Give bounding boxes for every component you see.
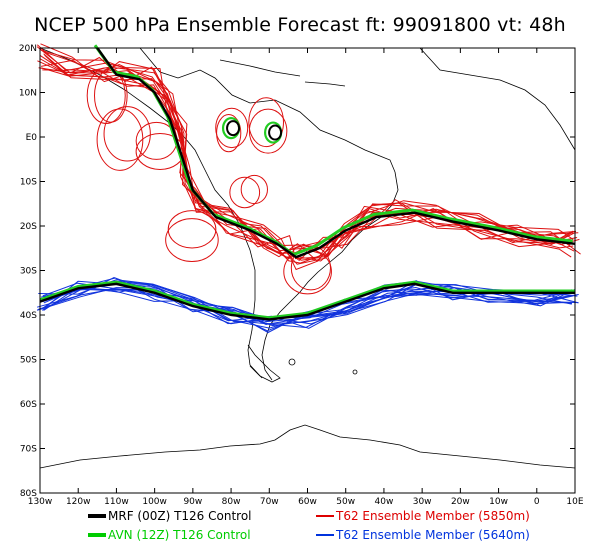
lat-tick-label: 80S [20,489,37,499]
control-contours [39,44,576,321]
lat-tick-label: 50S [20,356,37,366]
mrf-control-5850 [96,47,576,259]
lat-tick-label: 20S [20,222,37,232]
coast-hispaniola [304,81,346,87]
lat-tick-label: 20N [19,44,37,54]
mrf-control-5640 [39,282,575,321]
lon-tick-label: 30w [413,497,432,507]
ensemble-5850-member [37,60,574,261]
ensemble-5850-cutoff [290,245,331,291]
ensemble-5850-cutoff [135,132,185,170]
avn-control-5640 [39,280,575,320]
ensemble-5850-contours [36,43,581,295]
ensemble-5850-member [41,59,575,252]
ensemble-5850-cutoff [229,176,261,209]
legend: MRF (00Z) T126 Control AVN (12Z) T126 Con… [88,509,530,542]
lon-tick-label: 80w [222,497,241,507]
ensemble-5850-cutoff [165,218,219,262]
coast-south-georgia [352,369,358,375]
legend-label: MRF (00Z) T126 Control [108,509,252,523]
coast-africa-west [419,47,576,151]
lon-tick-label: 10E [566,497,583,507]
lon-tick-label: 90w [183,497,202,507]
lat-tick-label: 70S [20,445,37,455]
ensemble-5850-cutoff [103,106,151,162]
ensemble-5850-cutoff [240,174,268,205]
mrf-control-cutoff [268,124,283,141]
ensemble-5850-member [41,67,579,262]
legend-label: AVN (12Z) T126 Control [108,528,251,542]
ensemble-5850-cutoff [248,97,284,148]
lon-tick-label: 130w [28,497,53,507]
ensemble-5850-cutoff [283,248,332,295]
lon-tick-label: 60w [298,497,317,507]
ensemble-5850-member [42,62,581,257]
lon-tick-label: 50w [336,497,355,507]
coast-central-america-west [39,47,263,379]
lat-tick-label: E0 [26,133,38,143]
coast-tierra-del-fuego [247,344,281,383]
ensemble-5640-contours [36,276,579,334]
ensemble-5850-cutoff [216,113,242,153]
lat-tick-label: 10S [20,178,37,188]
longitude-axis: 130w 120w 110w 100w 90w 80w 70w 60w 50w 40w 30w 20w… [28,48,584,507]
lat-tick-label: 60S [20,400,37,410]
ensemble-5850-cutoff [215,107,249,149]
lon-tick-label: 0 [534,497,540,507]
legend-label: T62 Ensemble Member (5850m) [335,509,530,523]
lon-tick-label: 40w [375,497,394,507]
lon-tick-label: 120w [66,497,91,507]
lon-tick-label: 110w [104,497,129,507]
lat-tick-label: 30S [20,267,37,277]
ensemble-5850-member [36,44,572,271]
coast-falklands [288,358,296,366]
lat-tick-label: 10N [19,89,37,99]
lon-tick-label: 20w [451,497,470,507]
ensemble-5640-member [37,280,575,329]
ensemble-5850-cutoff [96,108,144,171]
chart-title: NCEP 500 hPa Ensemble Forecast ft: 99091… [34,14,566,36]
lon-tick-label: 70w [260,497,279,507]
coast-cuba [219,59,301,77]
avn-control-5850 [93,44,573,257]
ensemble-5850-cutoff [248,108,288,154]
legend-label: T62 Ensemble Member (5640m) [335,528,530,542]
lon-tick-label: 100w [142,497,167,507]
coast-gulf [139,47,396,173]
lon-tick-label: 10w [489,497,508,507]
mrf-control-cutoff [226,120,241,137]
ensemble-5850-cutoff [167,210,217,249]
latitude-axis: 20N 10N E0 10S 20S 30S 40S 50S 60S 70S 80S [19,44,575,499]
coast-south-america-east [261,171,399,381]
coast-antarctica [39,424,576,469]
lat-tick-label: 40S [20,311,37,321]
